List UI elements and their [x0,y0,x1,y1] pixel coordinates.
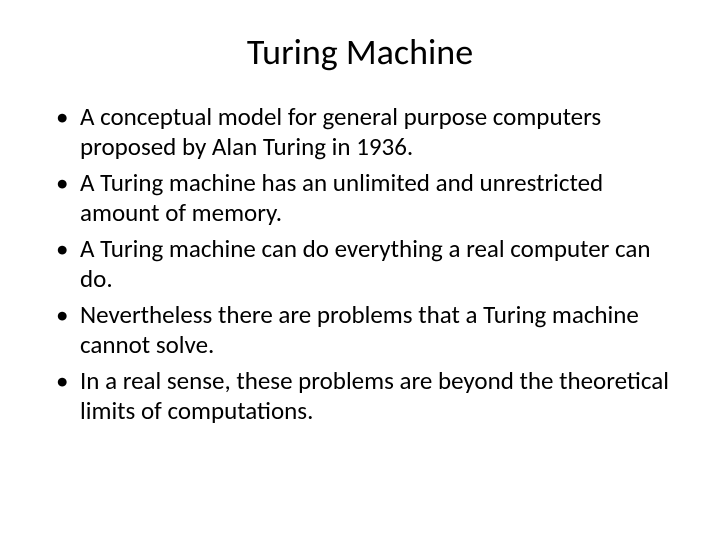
list-item: A Turing machine can do everything a rea… [48,234,672,294]
slide-title: Turing Machine [48,30,672,74]
list-item: A Turing machine has an unlimited and un… [48,168,672,228]
list-item: In a real sense, these problems are beyo… [48,366,672,426]
list-item: Nevertheless there are problems that a T… [48,300,672,360]
list-item: A conceptual model for general purpose c… [48,102,672,162]
bullet-list: A conceptual model for general purpose c… [48,102,672,426]
